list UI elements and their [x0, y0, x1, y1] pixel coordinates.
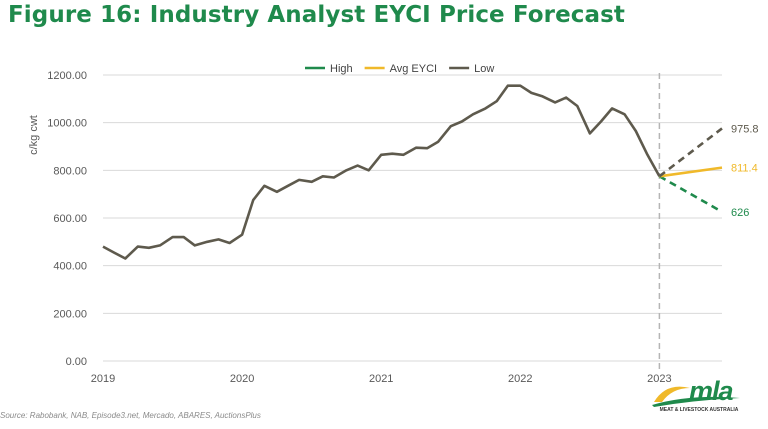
series-line-low [658, 127, 723, 178]
legend-label-low: Low [474, 63, 494, 75]
figure-title: Figure 16: Industry Analyst EYCI Price F… [8, 2, 626, 28]
y-tick-label: 1200.00 [47, 70, 87, 82]
source-note: Source: Rabobank, NAB, Episode3.net, Mer… [0, 411, 261, 420]
end-label-avg-eyci: 811.4 [731, 163, 758, 175]
y-tick-label: 0.00 [66, 356, 87, 368]
logo-word: mla [689, 376, 734, 406]
end-label-high: 626 [731, 207, 749, 219]
series-line-high [658, 175, 723, 213]
history-series-line [102, 84, 661, 260]
x-tick-label: 2019 [91, 373, 115, 385]
y-tick-label: 400.00 [53, 261, 87, 273]
legend-label-high: High [330, 63, 353, 75]
x-tick-label: 2021 [369, 373, 393, 385]
y-tick-label: 600.00 [53, 213, 87, 225]
y-tick-label: 800.00 [53, 165, 87, 177]
x-tick-label: 2022 [508, 373, 532, 385]
series-line-avg-eyci [659, 166, 723, 178]
x-tick-label: 2020 [230, 373, 254, 385]
y-axis-label: c/kg cwt [28, 115, 40, 155]
y-tick-label: 200.00 [53, 308, 87, 320]
end-label-low: 975.8 [731, 123, 759, 135]
logo-swoosh-icon [652, 386, 740, 407]
legend-label-avg-eyci: Avg EYCI [390, 63, 438, 75]
logo-tagline: MEAT & LIVESTOCK AUSTRALIA [659, 407, 739, 413]
mla-logo: mla MEAT & LIVESTOCK AUSTRALIA [650, 374, 742, 418]
x-tick-label: 2023 [647, 373, 671, 385]
y-tick-label: 1000.00 [47, 118, 87, 130]
